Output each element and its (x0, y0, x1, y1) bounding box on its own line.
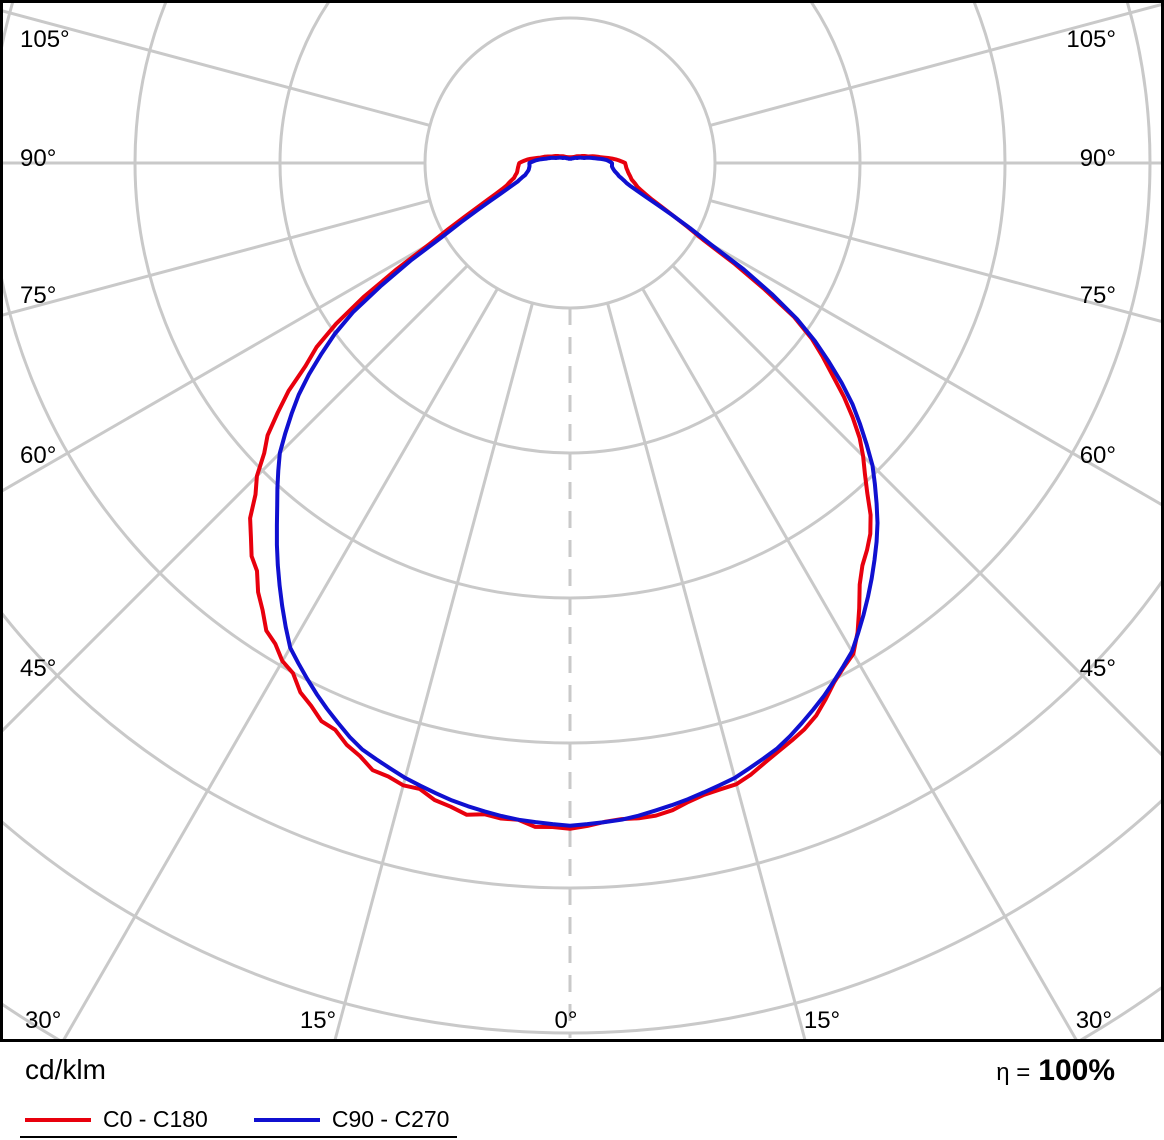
legend-item-c0-c180: C0 - C180 (25, 1106, 208, 1133)
curve-c90-c270 (274, 155, 880, 828)
polar-chart-svg: 105° 90° 75° 60° 45° 105° 90° 75° 60° 45° 30° 15° 0°… (0, 0, 1164, 1042)
legend-swatch-c0-c180 (25, 1117, 91, 1122)
polar-grid (3, 3, 1161, 1039)
legend-item-c90-c270: C90 - C270 (253, 1106, 450, 1133)
angle-label-left: 45° (20, 655, 56, 682)
legend-swatch-c90-c270 (253, 1117, 320, 1122)
eta-symbol: η = (996, 1059, 1031, 1086)
units-label: cd/klm (25, 1054, 106, 1085)
angle-label-bottom: 15° (300, 1007, 336, 1034)
angle-label-right: 75° (1080, 282, 1116, 309)
angle-label-left: 105° (20, 26, 70, 53)
angle-label-bottom: 15° (804, 1007, 840, 1034)
angle-label-left: 90° (20, 145, 56, 172)
legend-label-c90-c270: C90 - C270 (331, 1106, 450, 1132)
angle-label-bottom: 30° (1076, 1007, 1112, 1034)
angle-label-left: 75° (20, 282, 56, 309)
efficiency-value: 100% (1038, 1054, 1115, 1087)
chart-footer: cd/klm η = 100% C0 - C180 C90 - C270 (0, 1042, 1164, 1140)
plot-frame (0, 0, 1164, 1042)
angle-label-left: 60° (20, 442, 56, 469)
angle-label-bottom: 30° (25, 1007, 61, 1034)
efficiency-readout: η = 100% (996, 1054, 1115, 1088)
legend-label-c0-c180: C0 - C180 (103, 1106, 208, 1132)
angle-label-right: 105° (1066, 26, 1116, 53)
angle-label-right: 90° (1080, 145, 1116, 172)
legend-underline (20, 1136, 457, 1138)
angle-labels: 105° 90° 75° 60° 45° 105° 90° 75° 60° 45° 30° 15° 0°… (20, 26, 1116, 1034)
legend: C0 - C180 C90 - C270 (25, 1106, 449, 1133)
angle-label-right: 45° (1080, 655, 1116, 682)
angle-label-right: 60° (1080, 442, 1116, 469)
angle-label-bottom: 0° (555, 1007, 578, 1034)
